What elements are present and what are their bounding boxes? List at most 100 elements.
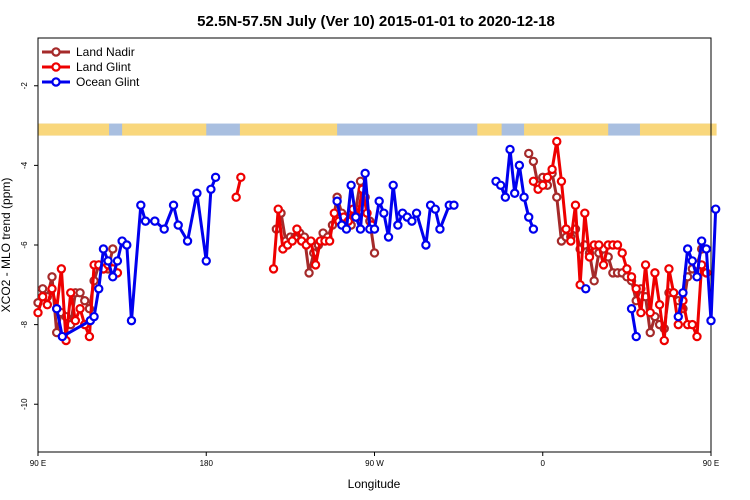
data-point: [136, 200, 146, 210]
data-point: [701, 244, 712, 254]
data-point: [505, 144, 515, 155]
data-point: [231, 192, 241, 202]
data-point: [80, 296, 90, 306]
data-point: [547, 164, 557, 175]
data-point: [47, 272, 57, 282]
data-point: [449, 200, 459, 210]
data-point: [159, 224, 169, 234]
data-point: [206, 184, 216, 194]
data-point: [636, 307, 646, 318]
data-point: [168, 200, 179, 210]
data-point: [369, 224, 380, 234]
data-point: [304, 268, 314, 278]
data-point: [556, 176, 567, 187]
data-point: [411, 208, 422, 218]
data-point: [580, 208, 590, 218]
data-point: [37, 284, 48, 294]
data-point: [75, 288, 85, 298]
x-tick-label: 90 E: [30, 459, 46, 468]
data-point: [645, 307, 655, 318]
data-point: [626, 272, 637, 282]
data-point: [542, 172, 553, 183]
data-point: [687, 319, 698, 330]
data-point: [581, 284, 591, 294]
data-point: [94, 284, 104, 294]
data-point: [612, 240, 623, 250]
data-point: [524, 212, 534, 222]
data-point: [678, 288, 688, 298]
data-point: [566, 236, 576, 246]
data-point: [514, 160, 525, 171]
data-point: [346, 180, 356, 190]
y-axis: -2 -4 -6 -8 -10: [20, 82, 38, 410]
data-point: [287, 236, 297, 246]
data-point: [210, 172, 221, 183]
x-tick-label: 90 W: [365, 459, 384, 468]
land-band-segment: [639, 123, 717, 136]
y-tick-label: -2: [20, 82, 29, 90]
data-point: [673, 319, 683, 330]
data-point: [500, 192, 511, 202]
data-point: [47, 284, 57, 294]
data-point: [324, 236, 335, 246]
data-point: [51, 303, 62, 314]
data-point: [89, 311, 99, 322]
chart-title: 52.5N-57.5N July (Ver 10) 2015-01-01 to …: [197, 13, 555, 30]
data-point: [84, 331, 95, 342]
data-point: [706, 315, 716, 326]
data-point: [388, 180, 398, 190]
legend-marker: [51, 62, 61, 72]
y-tick-label: -8: [20, 321, 29, 329]
data-point: [351, 212, 361, 222]
x-tick-label: 0: [541, 459, 546, 468]
data-point: [668, 288, 679, 298]
data-point: [98, 244, 109, 254]
land-band-segment: [239, 123, 338, 136]
data-point: [664, 264, 674, 274]
land-ocean-band: [38, 123, 717, 136]
data-point: [33, 307, 43, 318]
data-point: [710, 204, 721, 214]
data-point: [273, 204, 283, 214]
data-point: [393, 220, 403, 230]
data-point: [310, 260, 321, 270]
legend-label: Land Glint: [76, 60, 131, 74]
y-tick-label: -10: [20, 398, 29, 410]
legend-label: Ocean Glint: [76, 75, 140, 89]
data-point: [435, 224, 445, 234]
data-point: [332, 196, 342, 206]
data-point: [341, 224, 352, 234]
data-point: [140, 216, 151, 226]
data-point: [687, 256, 698, 266]
data-point: [654, 300, 665, 310]
data-point: [430, 204, 440, 214]
data-point: [584, 252, 595, 262]
x-axis: 90 E 180 90 W 0 90 E: [30, 452, 719, 468]
legend-label: Land Nadir: [76, 45, 135, 59]
data-point: [640, 260, 651, 270]
data-point: [495, 180, 506, 190]
data-point: [292, 224, 302, 234]
data-point: [570, 200, 581, 210]
data-point: [659, 335, 669, 346]
data-point: [510, 188, 520, 198]
data-point: [589, 276, 599, 286]
data-point: [360, 168, 370, 179]
y-tick-label: -4: [20, 161, 29, 169]
data-point: [369, 248, 380, 258]
data-point: [56, 264, 67, 274]
data-point: [552, 136, 562, 147]
data-point: [126, 315, 137, 326]
data-point: [692, 272, 702, 282]
data-point: [631, 331, 641, 342]
data-point: [631, 284, 641, 294]
data-point: [37, 292, 48, 302]
data-point: [528, 176, 539, 187]
data-point: [528, 224, 539, 234]
data-point: [622, 264, 632, 274]
data-point: [617, 248, 627, 258]
land-band-segment: [38, 123, 110, 136]
legend-marker: [51, 47, 61, 57]
data-point: [650, 268, 660, 278]
data-point: [66, 288, 76, 298]
